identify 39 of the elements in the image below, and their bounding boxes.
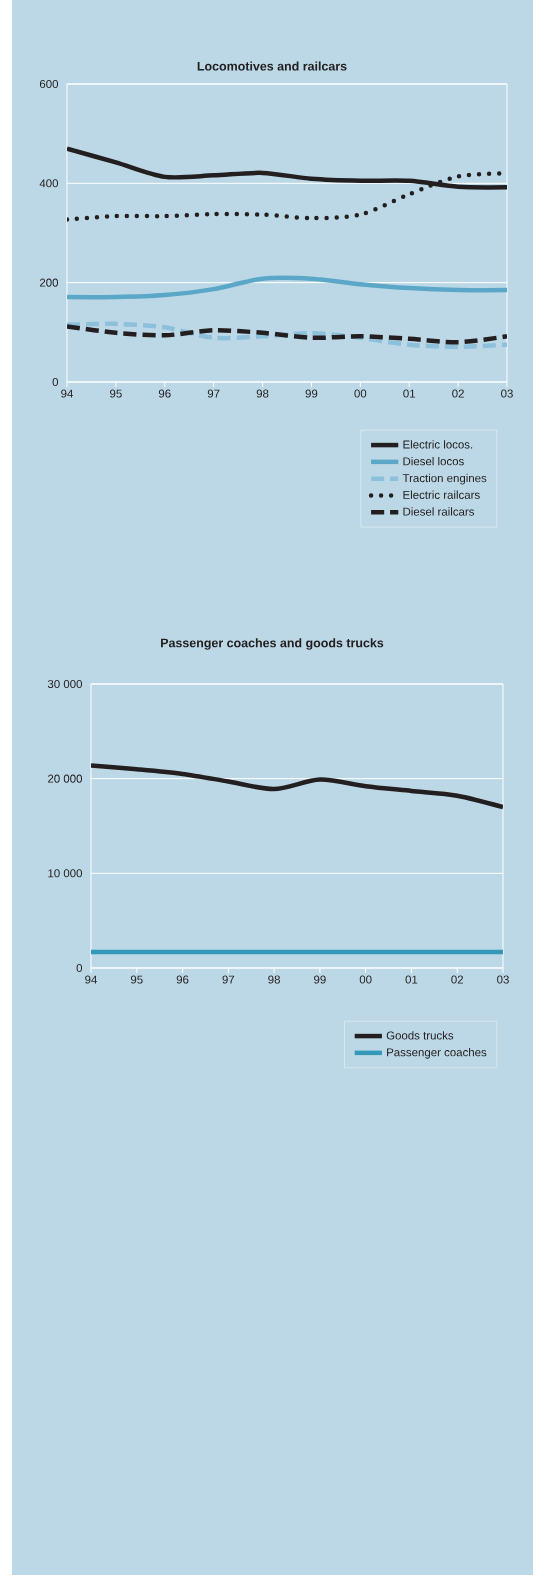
legend-label: Diesel railcars: [403, 507, 475, 516]
line-series: [67, 275, 507, 300]
x-tick-label: 00: [354, 389, 367, 398]
legend-label: Goods trucks: [386, 1031, 454, 1040]
x-tick-label: 98: [268, 975, 280, 984]
y-tick-label: 20 000: [48, 774, 83, 783]
x-tick-label: 97: [222, 975, 235, 984]
x-tick-label: 03: [497, 975, 509, 984]
x-tick-label: 95: [130, 975, 143, 984]
x-tick-label: 00: [359, 975, 372, 984]
x-tick-label: 94: [61, 389, 74, 398]
x-tick-label: 94: [85, 975, 98, 984]
y-tick-label: 10 000: [48, 869, 83, 878]
y-tick-label: 0: [76, 963, 83, 973]
legend-label: Electric railcars: [403, 490, 480, 499]
chart-title: Locomotives and railcars: [197, 61, 347, 71]
y-tick-label: 400: [39, 179, 59, 188]
y-tick-label: 30 000: [47, 679, 83, 689]
x-tick-label: 95: [110, 389, 122, 398]
legend-label: Electric locos.: [403, 440, 473, 449]
y-tick-label: 0: [52, 377, 59, 387]
x-tick-label: 99: [305, 389, 318, 398]
line-series: [91, 763, 503, 810]
x-tick-label: 02: [452, 389, 464, 398]
x-tick-label: 98: [256, 389, 269, 398]
x-tick-label: 02: [451, 975, 464, 984]
legend-label: Traction engines: [402, 473, 487, 485]
legend-label: Diesel locos: [403, 456, 464, 466]
x-tick-label: 01: [405, 975, 418, 984]
y-tick-label: 200: [39, 278, 59, 287]
x-tick-label: 97: [207, 389, 220, 398]
x-tick-label: 96: [176, 975, 189, 984]
legend-label: Passenger coaches: [387, 1047, 487, 1059]
x-tick-label: 03: [501, 389, 513, 398]
chart-title: Passenger coaches and goods trucks: [161, 638, 384, 650]
x-tick-label: 96: [158, 389, 171, 398]
y-tick-label: 600: [39, 79, 59, 89]
x-tick-label: 01: [403, 389, 416, 398]
x-tick-label: 99: [314, 975, 326, 984]
